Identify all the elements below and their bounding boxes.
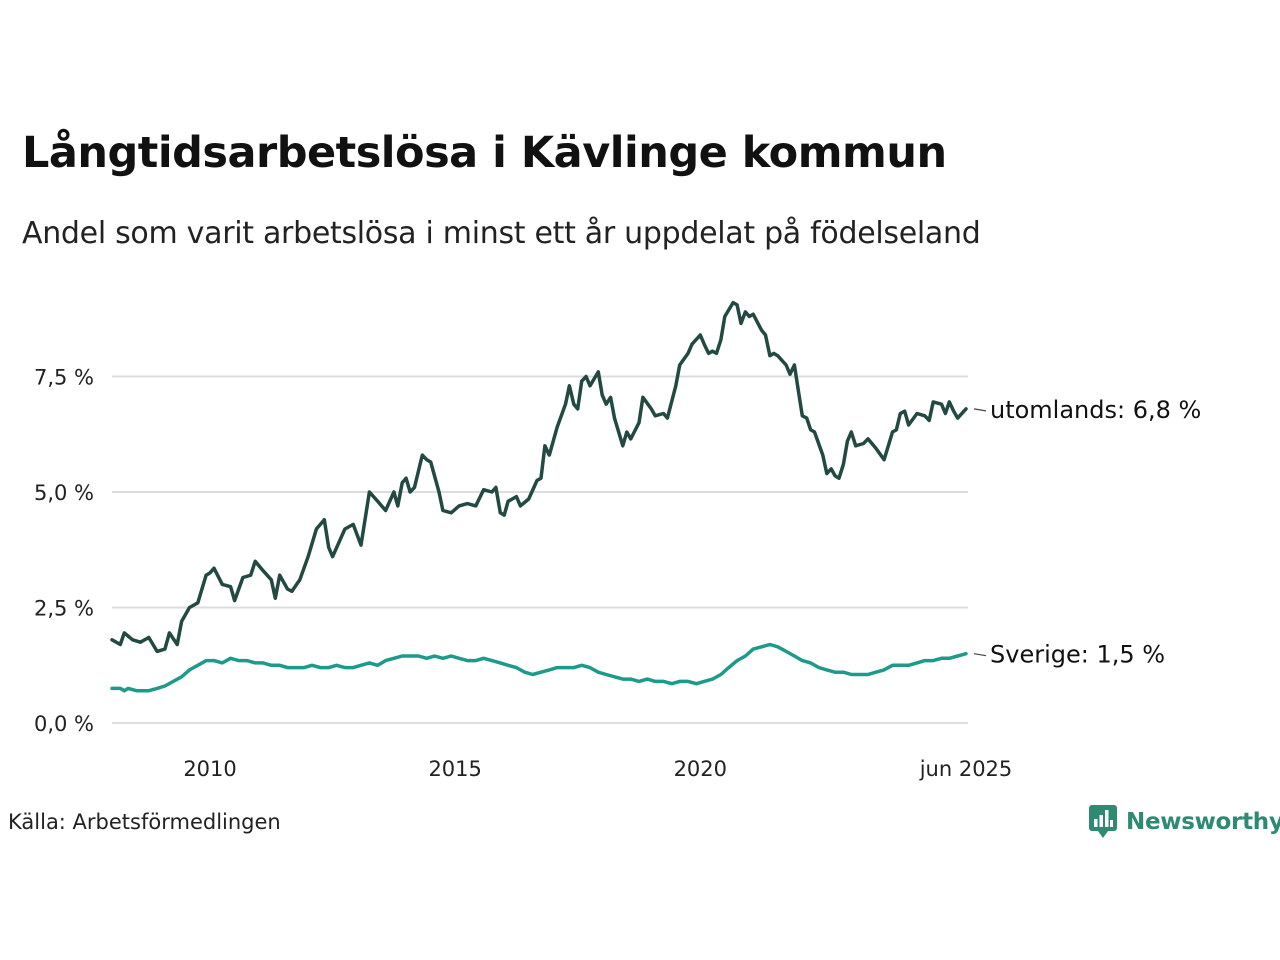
x-tick-label: jun 2025	[919, 757, 1013, 781]
series-end-labels: utomlands: 6,8 % Sverige: 1,5 %	[973, 396, 1201, 669]
y-tick-label: 2,5 %	[34, 597, 94, 621]
source-note: Källa: Arbetsförmedlingen	[8, 810, 281, 834]
x-axis-ticks: 2010 2015 2020 jun 2025	[183, 757, 1012, 781]
x-tick-label: 2020	[674, 757, 727, 781]
series-lines	[110, 300, 968, 693]
brand-name: Newsworthy	[1126, 809, 1280, 835]
end-label-utomlands: utomlands: 6,8 %	[990, 396, 1201, 424]
gridlines	[112, 375, 968, 724]
series-line-sverige	[110, 642, 968, 693]
y-axis-ticks: 0,0 % 2,5 % 5,0 % 7,5 %	[34, 366, 94, 736]
end-label-connector	[973, 653, 987, 657]
y-tick-label: 0,0 %	[34, 712, 94, 736]
x-tick-label: 2010	[183, 757, 236, 781]
chart-title: Långtidsarbetslösa i Kävlinge kommun	[22, 128, 947, 178]
chart-subtitle: Andel som varit arbetslösa i minst ett å…	[22, 216, 981, 251]
series-line-utomlands	[110, 300, 968, 654]
end-label-connector	[973, 408, 987, 412]
y-tick-label: 5,0 %	[34, 481, 94, 505]
x-tick-label: 2015	[428, 757, 481, 781]
brand-logo: Newsworthy	[1088, 804, 1280, 840]
newsworthy-logo-icon	[1089, 805, 1117, 838]
end-label-sverige: Sverige: 1,5 %	[990, 641, 1165, 669]
y-tick-label: 7,5 %	[34, 366, 94, 390]
